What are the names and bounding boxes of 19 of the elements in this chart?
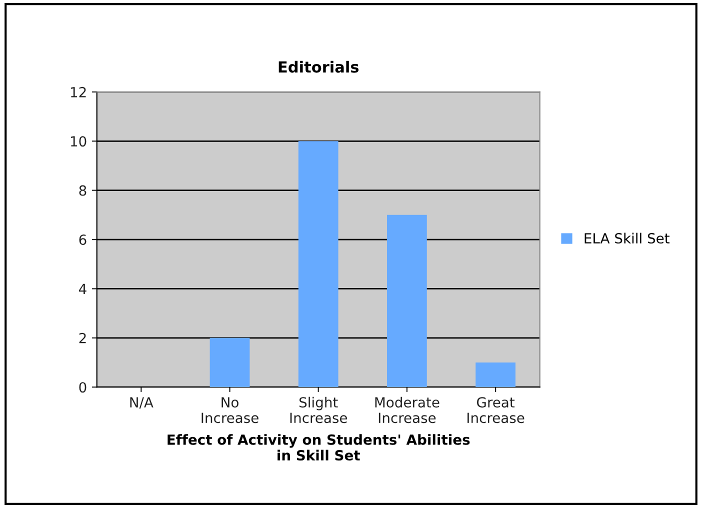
x-tick-label: Slight Increase bbox=[290, 396, 347, 424]
bar bbox=[210, 338, 250, 388]
y-tick-label: 0 bbox=[79, 382, 86, 393]
x-tick-label: N/A bbox=[130, 397, 154, 409]
x-axis-title: Effect of Activity on Students' Abilities in Skill Set bbox=[168, 434, 470, 461]
y-tick-label: 10 bbox=[71, 136, 86, 147]
y-tick-label: 4 bbox=[78, 284, 86, 294]
legend-label: ELA Skill Set bbox=[584, 232, 670, 244]
x-tick-label: No Increase bbox=[202, 397, 258, 424]
x-tick-label: Great Increase bbox=[468, 397, 524, 424]
chart-title: Editorials bbox=[278, 60, 359, 73]
x-tick-label: Moderate Increase bbox=[375, 396, 440, 424]
bar bbox=[387, 214, 427, 388]
bar bbox=[476, 362, 516, 388]
y-tick-label: 8 bbox=[79, 185, 86, 196]
y-tick-label: 12 bbox=[71, 86, 86, 98]
y-tick-label: 2 bbox=[79, 332, 86, 344]
bar bbox=[298, 141, 338, 388]
y-tick-label: 6 bbox=[79, 234, 86, 245]
